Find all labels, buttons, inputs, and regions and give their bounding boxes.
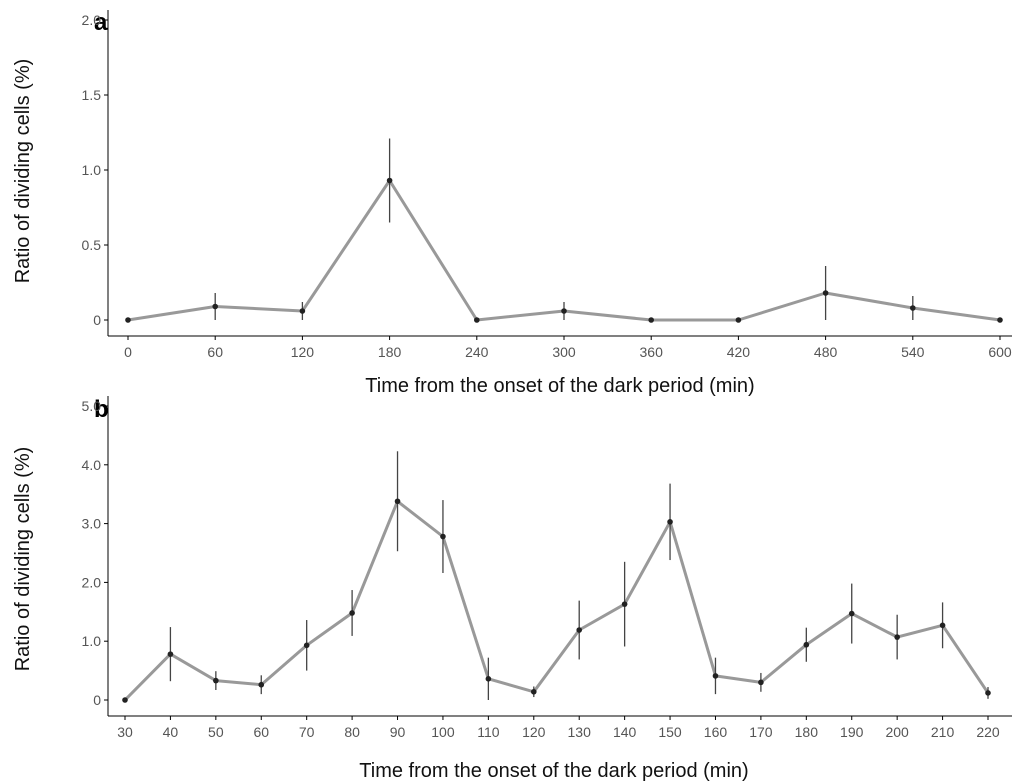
panel-b-x-tick-label: 40 — [163, 724, 179, 740]
panel-a-x-tick-label: 480 — [814, 344, 838, 360]
panel-b-data-point — [530, 688, 537, 695]
panel-b: b Ratio of dividing cells (%) Time from … — [12, 396, 1012, 782]
panel-b-series-line — [123, 499, 990, 702]
panel-a-x-tick-label: 300 — [552, 344, 576, 360]
panel-b-x-tick-label: 130 — [568, 724, 592, 740]
panel-b-data-point — [394, 498, 401, 505]
panel-b-y-tick-label: 5.0 — [82, 398, 102, 414]
panel-a: a Ratio of dividing cells (%) Time from … — [12, 9, 1012, 397]
panel-a-x-tick-label: 600 — [988, 344, 1012, 360]
panel-a-data-point — [735, 317, 742, 323]
panel-b-data-point — [258, 681, 265, 688]
panel-a-x-tick-label: 360 — [640, 344, 664, 360]
panel-b-x-tick-label: 120 — [522, 724, 546, 740]
panel-b-data-point — [712, 673, 719, 679]
panel-b-data-point — [803, 641, 810, 648]
panel-b-x-tick-label: 200 — [885, 724, 909, 740]
panel-b-data-point — [576, 627, 583, 633]
panel-a-data-point — [386, 177, 393, 184]
panel-b-x-tick-label: 30 — [117, 724, 133, 740]
panel-b-data-point — [621, 601, 628, 607]
panel-a-x-tick-label: 0 — [124, 344, 132, 360]
panel-b-x-tick-label: 50 — [208, 724, 224, 740]
panel-a-x-tick-label: 60 — [207, 344, 223, 360]
panel-a-data-point — [648, 317, 654, 323]
panel-b-x-tick-label: 220 — [976, 724, 1000, 740]
panel-b-y-tick-label: 4.0 — [82, 457, 102, 473]
panel-a-data-point — [561, 308, 567, 314]
panel-b-data-point — [848, 610, 855, 617]
panel-b-data-point — [758, 679, 764, 686]
panel-a-y-tick-label: 0.5 — [82, 237, 102, 253]
panel-b-letter: b — [94, 396, 109, 423]
panel-b-x-tick-label: 110 — [477, 724, 500, 740]
panel-b-data-point — [349, 610, 355, 616]
panel-a-data-point — [474, 317, 480, 323]
panel-a-x-tick-label: 240 — [465, 344, 489, 360]
panel-b-data-point — [167, 651, 174, 657]
panel-a-x-tick-label: 120 — [291, 344, 315, 360]
panel-b-y-tick-label: 3.0 — [82, 516, 102, 532]
panel-b-data-point — [213, 677, 219, 684]
panel-a-x-tick-label: 180 — [378, 344, 402, 360]
panel-b-data-point — [985, 690, 991, 696]
panel-b-x-tick-label: 140 — [613, 724, 637, 740]
panel-a-data-point — [299, 308, 306, 314]
panel-b-x-tick-label: 100 — [431, 724, 455, 740]
panel-a-y-tick-label: 2.0 — [82, 12, 102, 28]
panel-b-x-tick-label: 160 — [704, 724, 728, 740]
panel-b-data-point — [939, 622, 946, 629]
panel-b-x-tick-label: 170 — [749, 724, 773, 740]
panel-b-x-axis-title: Time from the onset of the dark period (… — [359, 760, 748, 782]
panel-b-y-tick-label: 1.0 — [82, 633, 102, 649]
panel-b-y-axis-title: Ratio of dividing cells (%) — [12, 447, 34, 672]
panel-b-x-tick-label: 80 — [344, 724, 360, 740]
panel-a-data-point — [910, 305, 916, 311]
panel-a-data-point — [125, 317, 131, 323]
panel-a-data-point — [212, 303, 218, 310]
panel-a-y-tick-label: 1.0 — [82, 162, 102, 178]
panel-b-data-point — [485, 676, 492, 682]
panel-b-data-point — [122, 697, 128, 703]
panel-b-y-tick-label: 0 — [93, 692, 101, 708]
panel-b-data-point — [303, 642, 310, 649]
panel-a-y-tick-label: 1.5 — [82, 87, 102, 103]
panel-a-y-axis-title: Ratio of dividing cells (%) — [12, 59, 34, 284]
panel-b-x-tick-label: 210 — [931, 724, 955, 740]
panel-b-data-point — [894, 634, 900, 640]
panel-b-data-point — [667, 519, 673, 525]
panel-b-x-tick-label: 90 — [390, 724, 406, 740]
panel-a-data-point — [822, 290, 829, 296]
panel-a-x-tick-label: 540 — [901, 344, 925, 360]
panel-a-x-axis-title: Time from the onset of the dark period (… — [365, 375, 754, 397]
panel-b-y-tick-label: 2.0 — [82, 574, 102, 590]
panel-a-data-point — [997, 317, 1003, 323]
panel-a-y-tick-label: 0 — [93, 312, 101, 328]
panel-a-x-tick-label: 420 — [727, 344, 751, 360]
panel-b-x-tick-label: 60 — [253, 724, 269, 740]
panel-b-x-tick-label: 190 — [840, 724, 864, 740]
panel-a-letter: a — [94, 9, 108, 36]
panel-b-x-tick-label: 70 — [299, 724, 315, 740]
panel-b-x-tick-label: 150 — [658, 724, 682, 740]
panel-b-data-point — [440, 533, 446, 540]
panel-a-series-line — [127, 179, 1001, 322]
panel-b-x-tick-label: 180 — [795, 724, 819, 740]
